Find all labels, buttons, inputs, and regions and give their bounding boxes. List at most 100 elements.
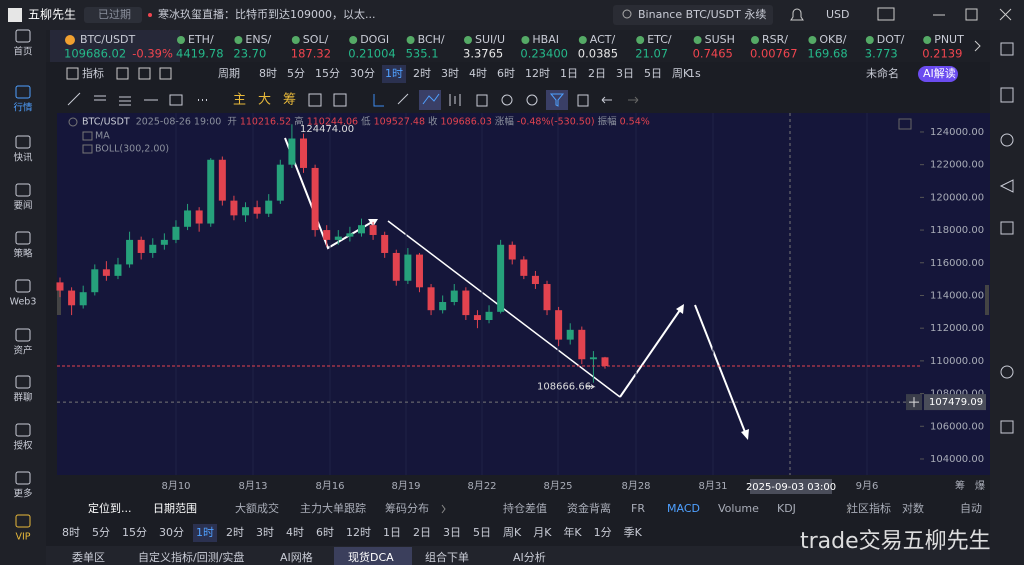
sidebar-icon[interactable] bbox=[15, 231, 31, 245]
sidebar-label[interactable]: 要闻 bbox=[13, 201, 32, 212]
sidebar-label[interactable]: 授权 bbox=[13, 440, 33, 452]
panel-tab[interactable]: 现货DCA bbox=[348, 550, 394, 564]
sidebar-label[interactable]: 策略 bbox=[13, 248, 33, 260]
indicator-tab[interactable]: 大额成交 bbox=[235, 501, 279, 515]
tool-i[interactable] bbox=[526, 94, 538, 106]
period-option[interactable]: 1时 bbox=[385, 67, 403, 80]
indicator-tab[interactable]: FR bbox=[631, 502, 645, 515]
redo[interactable] bbox=[628, 96, 639, 104]
ticker-symbol[interactable]: DOT/ bbox=[877, 33, 905, 46]
period-option[interactable]: 12时 bbox=[525, 67, 550, 80]
ticker-symbol[interactable]: ETH/ bbox=[188, 33, 214, 46]
ticker-symbol[interactable]: BCH/ bbox=[418, 33, 445, 46]
tool-h[interactable] bbox=[501, 94, 513, 106]
period-option[interactable]: 周K bbox=[672, 67, 691, 80]
tool-button[interactable]: 筹 bbox=[283, 92, 296, 108]
panel-tab[interactable]: 自定义指标/回测/实盘 bbox=[138, 550, 244, 564]
ticker-symbol[interactable]: BTC/USDT bbox=[80, 33, 136, 46]
sidebar-label[interactable]: 资产 bbox=[13, 345, 32, 357]
tool-button[interactable]: 大 bbox=[258, 93, 271, 108]
rect-tool[interactable] bbox=[169, 94, 183, 106]
screen-icon[interactable] bbox=[138, 67, 151, 80]
ticker-symbol[interactable]: HBAI bbox=[532, 33, 559, 46]
tool-e[interactable] bbox=[422, 93, 440, 105]
ticker-price[interactable]: 23.70 bbox=[233, 47, 266, 61]
indicator-button[interactable]: 指标 bbox=[82, 66, 104, 80]
r-icon-4[interactable] bbox=[999, 179, 1014, 193]
sidebar-icon[interactable] bbox=[15, 279, 31, 293]
panel-tab[interactable]: 组合下单 bbox=[425, 550, 469, 564]
bottom-period[interactable]: 1分 bbox=[594, 526, 612, 539]
mail-icon[interactable] bbox=[877, 7, 895, 21]
bottom-period[interactable]: 8时 bbox=[62, 526, 80, 539]
indicator-tab[interactable]: MACD bbox=[667, 502, 700, 515]
close[interactable] bbox=[999, 8, 1012, 21]
ticker-price[interactable]: 21.07 bbox=[635, 47, 668, 61]
tool-f[interactable] bbox=[449, 94, 461, 106]
r-icon-6[interactable] bbox=[1000, 365, 1014, 379]
tool-d[interactable] bbox=[397, 93, 409, 105]
period-option[interactable]: 15分 bbox=[315, 67, 340, 80]
tool-active[interactable] bbox=[419, 90, 441, 110]
ticker-price[interactable]: 0.23400 bbox=[520, 47, 568, 61]
bottom-period[interactable]: 3日 bbox=[443, 526, 461, 539]
sidebar-icon[interactable] bbox=[15, 183, 31, 197]
ticker-price[interactable]: 169.68 bbox=[807, 47, 847, 61]
sidebar-label[interactable]: 快讯 bbox=[13, 152, 33, 164]
indicator-tab[interactable]: 社区指标 bbox=[847, 501, 891, 515]
maximize[interactable] bbox=[965, 8, 978, 21]
sidebar-label[interactable]: Web3 bbox=[10, 297, 37, 308]
axis-button[interactable]: 爆 bbox=[975, 480, 985, 492]
bottom-period[interactable]: 年K bbox=[563, 525, 582, 539]
period-option[interactable]: 6时 bbox=[497, 67, 515, 80]
ticker-symbol[interactable]: SUSH bbox=[705, 33, 735, 46]
ticker-symbol[interactable]: ETC/ bbox=[647, 33, 672, 46]
r-icon-7[interactable] bbox=[1000, 420, 1014, 434]
ticker-price[interactable]: 0.7465 bbox=[693, 47, 733, 61]
bottom-period[interactable]: 2时 bbox=[226, 526, 244, 539]
ticker-symbol[interactable]: DOGI bbox=[360, 33, 389, 46]
tab-scroll[interactable] bbox=[441, 504, 446, 514]
ticker-price[interactable]: 3.3765 bbox=[463, 47, 503, 61]
sidebar-icon[interactable] bbox=[15, 85, 31, 99]
ticker-symbol[interactable]: SOL/ bbox=[303, 33, 329, 46]
ticker-symbol[interactable]: ACT/ bbox=[590, 33, 616, 46]
delete-tool[interactable] bbox=[577, 94, 589, 107]
bell-icon[interactable] bbox=[790, 8, 804, 21]
collapse-handle[interactable] bbox=[985, 285, 989, 315]
panel-tab[interactable]: 委单区 bbox=[72, 551, 105, 564]
ticker-price[interactable]: 0.0385 bbox=[578, 47, 618, 61]
tool-button[interactable]: 主 bbox=[233, 93, 246, 108]
indicator-tab[interactable]: Volume bbox=[718, 502, 759, 515]
indicator-tab[interactable]: KDJ bbox=[777, 502, 796, 515]
crosshair-plus[interactable] bbox=[909, 397, 919, 408]
ticker-symbol[interactable]: SUI/U bbox=[475, 33, 505, 46]
ai-button[interactable]: AI解读 bbox=[923, 66, 956, 80]
sidebar-label[interactable]: 群聊 bbox=[13, 392, 32, 404]
sidebar-icon[interactable] bbox=[15, 328, 31, 342]
period-button[interactable]: 周期 bbox=[218, 67, 240, 80]
ticker-symbol[interactable]: OKB/ bbox=[819, 33, 846, 46]
fib-tool[interactable] bbox=[119, 96, 131, 106]
bottom-period[interactable]: 月K bbox=[533, 526, 552, 539]
bottom-period[interactable]: 1时 bbox=[196, 526, 214, 539]
layout-icon[interactable] bbox=[159, 67, 172, 80]
search-box[interactable] bbox=[613, 5, 773, 25]
r-icon-2[interactable] bbox=[1000, 87, 1014, 103]
sidebar-icon[interactable] bbox=[15, 471, 31, 485]
bottom-period[interactable]: 1日 bbox=[383, 526, 401, 539]
tool-g[interactable] bbox=[476, 94, 488, 107]
ticker-symbol[interactable]: RSR/ bbox=[762, 33, 788, 46]
indicator-icon[interactable] bbox=[82, 131, 93, 141]
ticker-price[interactable]: 535.1 bbox=[406, 47, 439, 61]
bottom-period[interactable]: 15分 bbox=[122, 526, 147, 539]
indicator-label[interactable]: BOLL(300,2.00) bbox=[95, 144, 169, 155]
indicator-label[interactable]: MA bbox=[95, 131, 110, 142]
indicator-tab[interactable]: 自动 bbox=[960, 502, 982, 515]
bottom-period[interactable]: 6时 bbox=[316, 526, 334, 539]
period-option[interactable]: 8时 bbox=[259, 67, 277, 80]
bottom-period[interactable]: 3时 bbox=[256, 526, 274, 539]
bottom-period[interactable]: 季K bbox=[624, 526, 643, 539]
sidebar-icon[interactable] bbox=[15, 29, 31, 43]
sidebar-icon[interactable] bbox=[15, 135, 31, 149]
